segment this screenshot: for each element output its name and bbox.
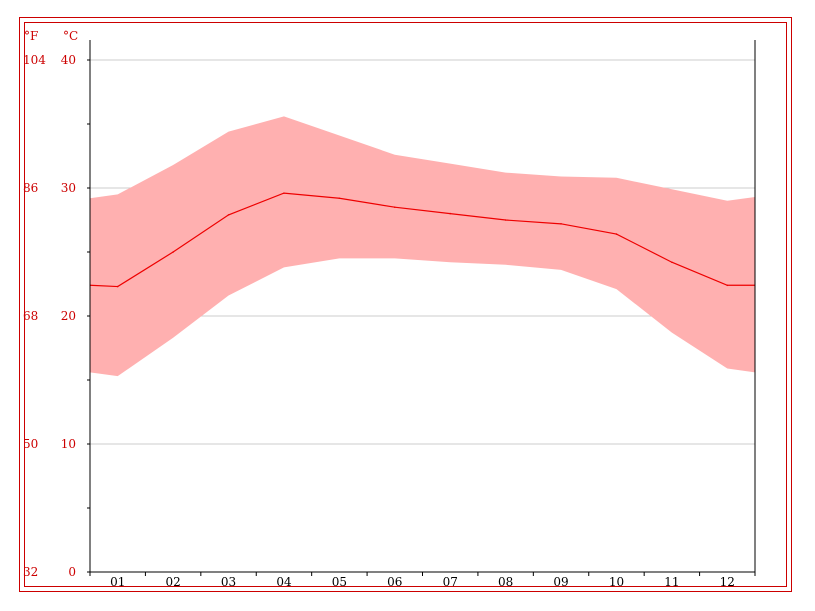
outer-frame [19,17,792,592]
month-label-06: 06 [387,575,402,589]
month-label-01: 01 [110,575,125,589]
month-label-02: 02 [165,575,180,589]
fahrenheit-tick-label: 32 [23,565,38,579]
mean-point-06 [393,206,396,208]
fahrenheit-tick-label: 86 [23,181,38,195]
month-label-09: 09 [553,575,568,589]
month-label-12: 12 [720,575,735,589]
temperature-range-band [90,116,755,377]
y-tick-labels: 0 32 10 50 20 68 30 86 40 104 [23,53,76,579]
mean-point-07 [449,212,452,215]
mean-point-08 [504,219,507,221]
celsius-tick-label: 10 [61,437,76,451]
mean-point-05 [338,197,341,200]
month-label-04: 04 [276,575,292,589]
fahrenheit-tick-label: 68 [23,309,38,323]
range-band [90,116,755,377]
mean-point-09 [560,223,562,225]
mean-point-11 [671,261,673,264]
mean-point-03 [227,214,230,216]
axes [87,40,756,576]
inner-frame [24,22,787,587]
month-label-05: 05 [332,575,347,589]
month-label-07: 07 [443,575,458,589]
month-label-08: 08 [498,575,513,589]
fahrenheit-tick-label: 104 [23,53,46,67]
celsius-tick-label: 40 [61,53,76,67]
mean-point-01 [116,285,119,288]
celsius-tick-label: 30 [61,181,76,195]
celsius-tick-label: 0 [68,565,76,579]
month-label-03: 03 [221,575,236,589]
mean-point-04 [283,192,285,194]
fahrenheit-unit: °F [24,29,38,43]
month-label-10: 10 [609,575,624,589]
x-tick-labels: 01 02 03 04 05 06 07 08 09 10 11 12 [110,575,735,589]
mean-temperature-line [89,192,755,288]
mean-line [89,192,755,288]
mean-point-02 [172,251,174,253]
celsius-unit: °C [63,29,78,43]
mean-point-12 [726,284,729,287]
month-label-11: 11 [664,575,679,589]
fahrenheit-tick-label: 50 [23,437,38,451]
mean-point-10 [615,233,618,235]
celsius-tick-label: 20 [61,309,76,323]
